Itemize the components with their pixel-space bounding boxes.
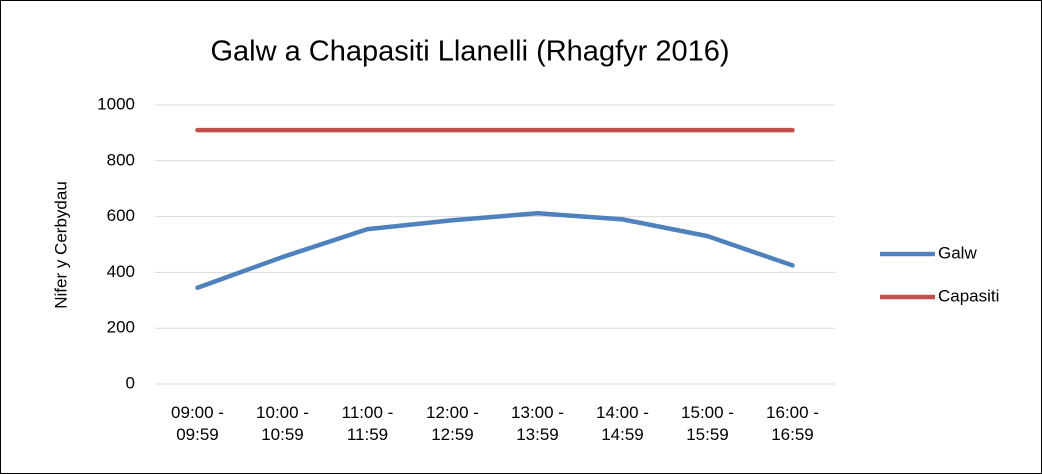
legend-label: Galw xyxy=(938,243,977,262)
y-axis-label: Nifer y Cerbydau xyxy=(51,181,70,309)
legend-label: Capasiti xyxy=(938,286,999,305)
chart-title: Galw a Chapasiti Llanelli (Rhagfyr 2016) xyxy=(210,36,729,68)
x-tick-label: 12:00 - 12:59 xyxy=(426,403,479,444)
x-tick-label: 09:00 - 09:59 xyxy=(171,403,224,444)
x-tick-label: 16:00 - 16:59 xyxy=(766,403,819,444)
x-tick-label: 13:00 - 13:59 xyxy=(511,403,564,444)
x-tick-label: 14:00 - 14:59 xyxy=(596,403,649,444)
series-line xyxy=(195,211,795,290)
x-tick-label: 11:00 - 11:59 xyxy=(341,403,394,444)
y-tick-label: 400 xyxy=(107,262,135,281)
x-tick-label: 15:00 - 15:59 xyxy=(681,403,734,444)
x-tick-label: 10:00 - 10:59 xyxy=(256,403,309,444)
y-tick-label: 0 xyxy=(126,373,135,392)
y-tick-label: 1000 xyxy=(97,94,135,113)
y-tick-label: 600 xyxy=(107,206,135,225)
y-tick-label: 800 xyxy=(107,150,135,169)
y-tick-label: 200 xyxy=(107,318,135,337)
